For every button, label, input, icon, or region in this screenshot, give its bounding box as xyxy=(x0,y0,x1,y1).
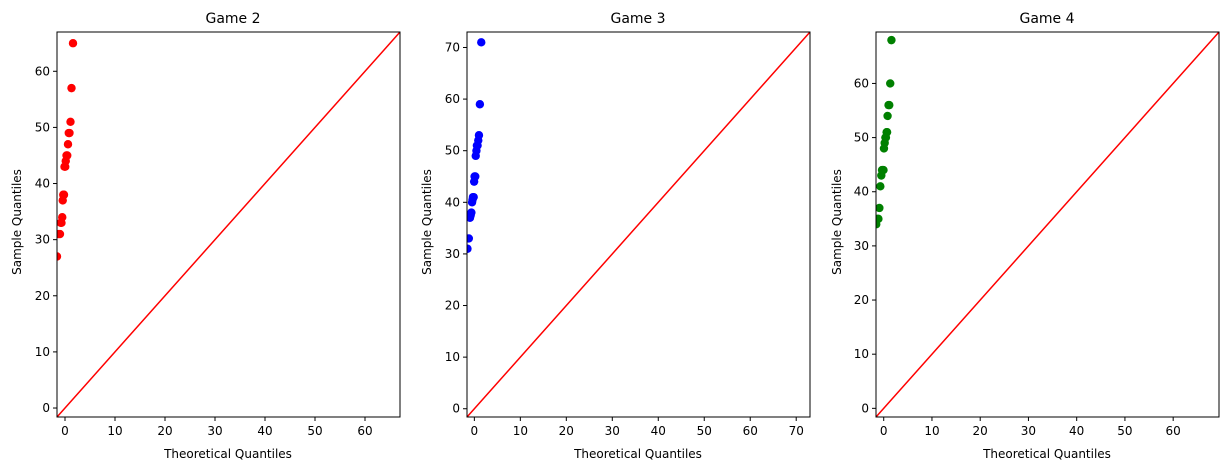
y-tick-label: 10 xyxy=(35,345,50,359)
plot-title: Game 4 xyxy=(1019,11,1074,27)
data-point xyxy=(63,140,73,149)
y-axis-label: Sample Quantiles xyxy=(420,169,434,275)
x-tick-label: 50 xyxy=(1117,424,1132,438)
x-tick-label: 20 xyxy=(157,424,172,438)
x-tick-label: 50 xyxy=(697,424,712,438)
y-tick-label: 30 xyxy=(35,233,50,247)
data-point xyxy=(57,229,65,239)
y-tick-label: 60 xyxy=(854,76,869,90)
x-tick-label: 10 xyxy=(107,424,122,438)
y-axis-label: Sample Quantiles xyxy=(830,169,844,275)
data-point xyxy=(876,214,883,224)
x-tick-label: 60 xyxy=(743,424,758,438)
data-point xyxy=(876,182,885,191)
y-tick-label: 30 xyxy=(854,239,869,253)
data-point xyxy=(876,203,884,213)
y-tick-label: 40 xyxy=(445,195,460,209)
data-point xyxy=(467,234,474,243)
x-tick-label: 0 xyxy=(61,424,69,438)
axes-frame xyxy=(56,31,401,418)
subplot-game-4: Game 4 Theoretical Quantiles Sample Quan… xyxy=(830,11,1220,461)
reference-line xyxy=(467,32,810,417)
y-tick-label: 50 xyxy=(35,120,50,134)
x-axis-label: Theoretical Quantiles xyxy=(163,447,292,461)
y-tick-label: 0 xyxy=(42,401,50,415)
x-tick-label: 40 xyxy=(257,424,272,438)
reference-line xyxy=(876,32,1219,417)
plot-title: Game 2 xyxy=(205,11,260,27)
y-tick-label: 10 xyxy=(854,347,869,361)
x-tick-label: 30 xyxy=(1021,424,1036,438)
y-tick-label: 40 xyxy=(854,185,869,199)
data-point xyxy=(467,208,476,217)
data-point xyxy=(471,172,480,181)
y-tick-label: 50 xyxy=(854,131,869,145)
subplot-game-3: Game 3 Theoretical Quantiles Sample Quan… xyxy=(420,11,811,461)
data-point xyxy=(882,127,892,137)
y-axis-label: Sample Quantiles xyxy=(10,169,24,275)
data-point xyxy=(475,100,485,109)
data-point xyxy=(469,192,478,202)
y-tick-label: 10 xyxy=(445,350,460,364)
y-tick-label: 0 xyxy=(861,401,869,415)
x-tick-label: 0 xyxy=(880,424,888,438)
y-tick-label: 0 xyxy=(452,402,460,416)
data-point xyxy=(474,131,484,140)
reference-line xyxy=(57,32,400,417)
data-point xyxy=(68,39,78,48)
y-tick-label: 20 xyxy=(35,289,50,303)
y-tick-label: 20 xyxy=(445,299,460,313)
data-point xyxy=(67,83,76,93)
x-tick-label: 40 xyxy=(651,424,666,438)
x-tick-label: 20 xyxy=(559,424,574,438)
x-tick-label: 60 xyxy=(1166,424,1181,438)
x-axis-label: Theoretical Quantiles xyxy=(982,447,1111,461)
y-tick-label: 20 xyxy=(854,293,869,307)
axes-frame xyxy=(466,31,811,418)
y-tick-label: 40 xyxy=(35,177,50,191)
data-point xyxy=(887,35,896,45)
x-tick-label: 20 xyxy=(973,424,988,438)
plot-title: Game 3 xyxy=(610,11,665,27)
x-tick-label: 10 xyxy=(513,424,528,438)
y-tick-label: 30 xyxy=(445,247,460,261)
y-tick-label: 70 xyxy=(445,40,460,54)
x-tick-label: 50 xyxy=(307,424,322,438)
data-point xyxy=(63,151,72,160)
subplot-game-2: Game 2 Theoretical Quantiles Sample Quan… xyxy=(10,11,401,461)
data-point xyxy=(65,128,74,138)
data-point xyxy=(879,165,888,175)
x-tick-label: 10 xyxy=(924,424,939,438)
data-point xyxy=(66,117,75,126)
x-tick-label: 70 xyxy=(789,424,804,438)
x-tick-label: 30 xyxy=(207,424,222,438)
x-tick-label: 30 xyxy=(605,424,620,438)
data-point xyxy=(477,38,486,47)
y-tick-label: 50 xyxy=(445,144,460,158)
data-point xyxy=(886,79,895,88)
x-tick-label: 60 xyxy=(357,424,372,438)
axes-frame xyxy=(875,31,1220,418)
data-point xyxy=(59,190,69,199)
x-axis-label: Theoretical Quantiles xyxy=(573,447,702,461)
y-tick-label: 60 xyxy=(445,92,460,106)
x-tick-label: 0 xyxy=(471,424,479,438)
data-point xyxy=(57,252,62,261)
data-point xyxy=(58,213,67,222)
y-tick-label: 60 xyxy=(35,64,50,78)
data-point xyxy=(883,111,892,121)
data-point xyxy=(885,100,894,110)
data-point xyxy=(467,244,472,253)
x-tick-label: 40 xyxy=(1069,424,1084,438)
